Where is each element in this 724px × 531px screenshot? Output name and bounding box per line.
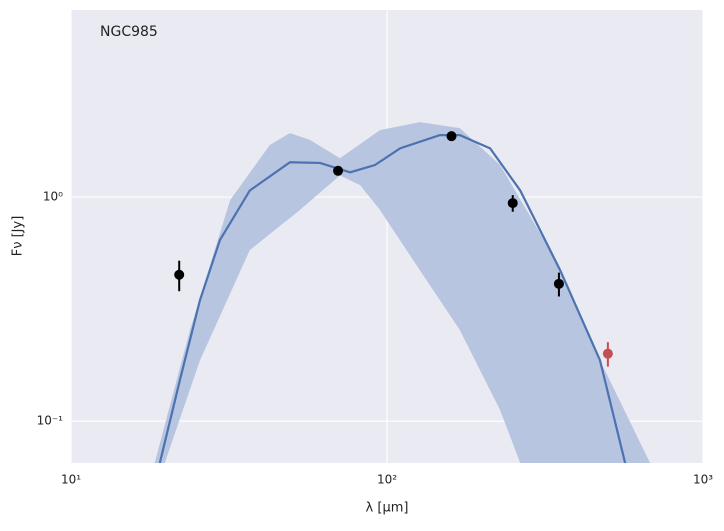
x-tick-label: 10² <box>377 473 397 487</box>
model-line <box>158 134 627 463</box>
y-tick-label: 10⁻¹ <box>37 414 64 428</box>
data-point <box>333 165 344 176</box>
data-point <box>602 348 613 359</box>
data-point <box>507 198 518 209</box>
data-point <box>174 269 185 280</box>
uncertainty-band <box>154 122 651 463</box>
x-tick-label: 10¹ <box>61 473 81 487</box>
data-point <box>446 131 457 142</box>
y-axis-label: Fν [Jy] <box>11 216 26 257</box>
y-tick-label: 10⁰ <box>43 190 63 204</box>
data-point <box>553 278 564 289</box>
x-tick-label: 10³ <box>693 473 713 487</box>
x-axis-label: λ [μm] <box>366 501 409 516</box>
annotation: NGC985 <box>100 24 158 40</box>
